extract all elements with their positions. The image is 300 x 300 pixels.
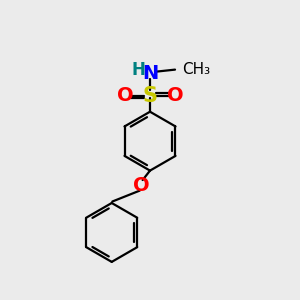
Text: O: O	[117, 86, 133, 105]
Text: S: S	[142, 85, 158, 106]
Text: O: O	[133, 176, 149, 195]
Text: O: O	[167, 86, 183, 105]
Text: CH₃: CH₃	[182, 61, 211, 76]
Text: H: H	[132, 61, 146, 80]
Text: N: N	[142, 64, 158, 83]
